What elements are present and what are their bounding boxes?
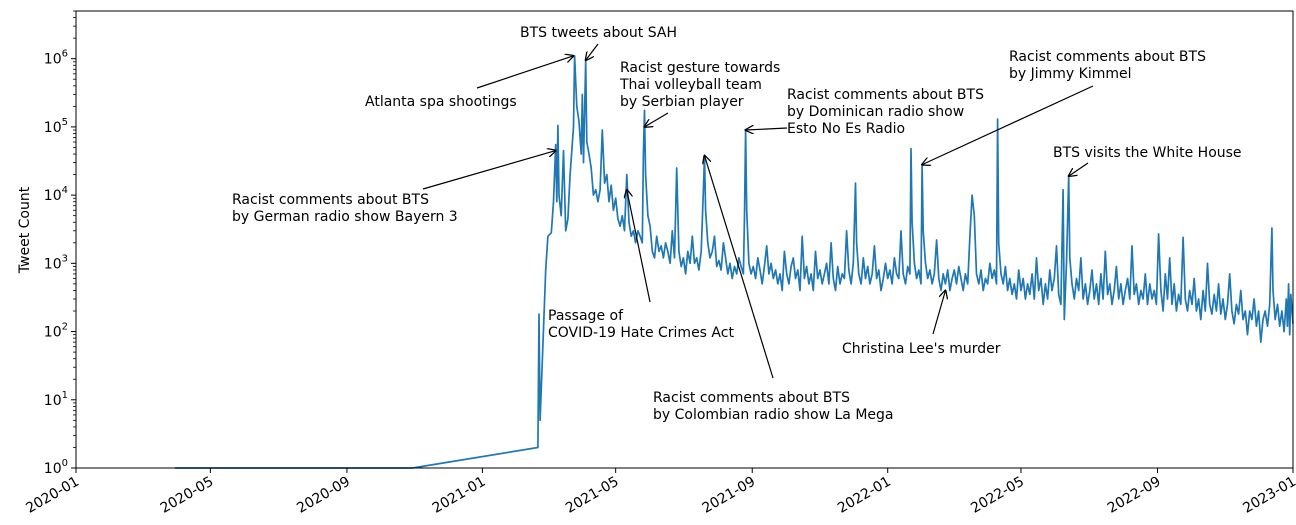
y-tick-label: 100 — [44, 458, 68, 477]
y-tick-label: 106 — [44, 49, 68, 68]
y-tick-label: 105 — [44, 117, 68, 136]
annotation-arrow — [422, 151, 556, 190]
annotation-arrow — [645, 112, 669, 127]
annotation-arrow — [746, 128, 788, 130]
y-axis-label: Tweet Count — [17, 186, 33, 274]
annotation-text: Christina Lee's murder — [842, 341, 1001, 357]
annotation-thai-volleyball: Racist gesture towards Thai volleyball te… — [619, 60, 780, 127]
annotation-white-house: BTS visits the White House — [1053, 145, 1242, 176]
x-tick-label: 2020-05 — [158, 474, 217, 517]
annotation-hate-crimes: Passage of COVID-19 Hate Crimes Act — [548, 190, 734, 341]
series-line-0 — [174, 55, 1294, 469]
annotation-text: BTS tweets about SAH — [520, 25, 677, 41]
y-tick-label: 104 — [44, 185, 68, 204]
annotation-text: Racist comments about BTS by Colombian ra… — [653, 390, 893, 423]
x-tick-label: 2020-01 — [23, 474, 82, 517]
x-tick-label: 2020-09 — [294, 474, 353, 517]
annotation-arrow — [932, 290, 945, 335]
x-tick-label: 2021-05 — [563, 474, 622, 517]
x-tick-label: 2021-09 — [700, 474, 759, 517]
annotation-text: BTS visits the White House — [1053, 145, 1242, 161]
x-tick-label: 2022-05 — [968, 474, 1027, 517]
x-tick-label: 2023-01 — [1240, 474, 1296, 517]
annotation-arrow — [476, 56, 573, 89]
annotation-text: Racist comments about BTS by Jimmy Kimmel — [1009, 49, 1206, 82]
annotation-bayern: Racist comments about BTS by German radio… — [232, 151, 556, 225]
annotations-layer: Atlanta spa shootings BTS tweets about SA… — [232, 25, 1242, 423]
y-tick-label: 102 — [44, 322, 68, 341]
annotation-arrow — [586, 43, 599, 60]
annotation-text: Racist comments about BTS by Dominican ra… — [787, 87, 984, 137]
annotation-arrow — [627, 190, 651, 303]
x-tick-label: 2022-01 — [835, 474, 894, 517]
plot-frame — [75, 10, 1294, 469]
annotation-bts-sah: BTS tweets about SAH — [520, 25, 677, 60]
x-tick-label: 2022-09 — [1105, 474, 1164, 517]
annotation-kimmel: Racist comments about BTS by Jimmy Kimmel — [922, 49, 1206, 165]
annotation-dominican: Racist comments about BTS by Dominican ra… — [746, 87, 984, 137]
annotation-la-mega: Racist comments about BTS by Colombian ra… — [653, 156, 893, 423]
annotation-text: Racist gesture towards Thai volleyball te… — [619, 60, 780, 110]
annotation-christina-lee: Christina Lee's murder — [842, 290, 1001, 357]
x-tick-label: 2021-01 — [430, 474, 489, 517]
annotation-atlanta: Atlanta spa shootings — [365, 56, 573, 110]
annotation-arrow — [1069, 162, 1089, 176]
y-tick-label: 103 — [44, 253, 68, 272]
annotation-text: Passage of COVID-19 Hate Crimes Act — [548, 308, 734, 341]
annotation-text: Racist comments about BTS by German radio… — [232, 192, 458, 225]
series-layer — [174, 55, 1294, 469]
annotation-arrow — [704, 156, 774, 379]
y-tick-label: 101 — [44, 390, 68, 409]
annotation-arrow — [922, 85, 1094, 165]
annotation-text: Atlanta spa shootings — [365, 94, 517, 110]
